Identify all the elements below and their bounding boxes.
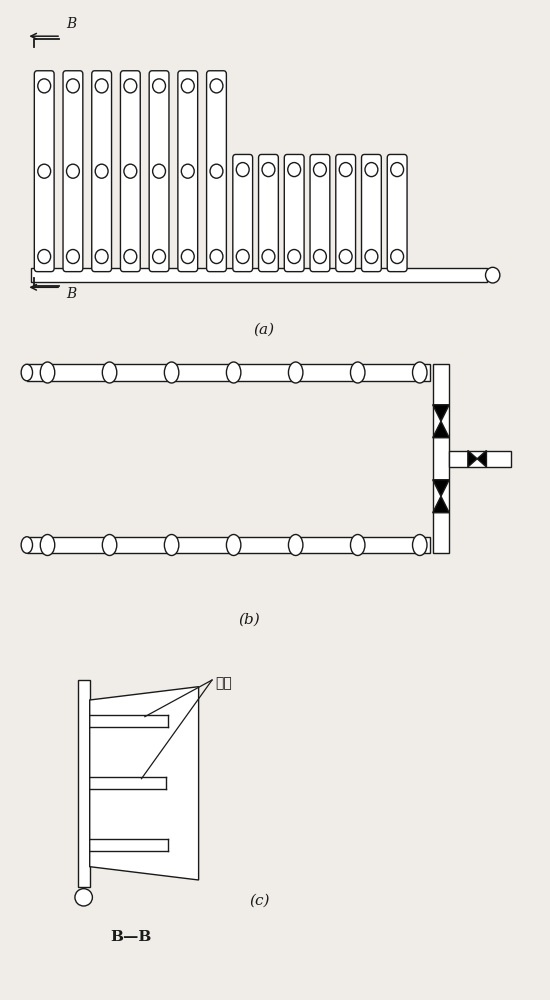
FancyBboxPatch shape <box>149 71 169 272</box>
Circle shape <box>210 164 223 178</box>
Circle shape <box>412 362 427 383</box>
Circle shape <box>262 249 275 264</box>
FancyBboxPatch shape <box>207 71 227 272</box>
Circle shape <box>350 534 365 556</box>
Text: 喂嘴: 喂嘴 <box>216 677 232 691</box>
FancyBboxPatch shape <box>284 154 304 272</box>
Circle shape <box>67 249 79 264</box>
FancyBboxPatch shape <box>433 364 449 553</box>
Circle shape <box>40 534 55 556</box>
FancyBboxPatch shape <box>310 154 330 272</box>
Circle shape <box>67 79 79 93</box>
Circle shape <box>339 249 352 264</box>
Polygon shape <box>468 450 477 467</box>
Circle shape <box>412 534 427 556</box>
Circle shape <box>390 163 404 177</box>
FancyBboxPatch shape <box>258 154 278 272</box>
Text: B: B <box>66 17 76 31</box>
Circle shape <box>153 164 166 178</box>
Polygon shape <box>477 450 486 467</box>
Circle shape <box>164 362 179 383</box>
Circle shape <box>40 362 55 383</box>
Circle shape <box>314 249 326 264</box>
Circle shape <box>38 79 51 93</box>
Circle shape <box>102 362 117 383</box>
Text: (a): (a) <box>254 322 274 336</box>
Circle shape <box>182 249 194 264</box>
Circle shape <box>210 79 223 93</box>
Circle shape <box>153 249 166 264</box>
Circle shape <box>236 249 249 264</box>
FancyBboxPatch shape <box>63 71 83 272</box>
Polygon shape <box>90 687 199 880</box>
Circle shape <box>288 163 301 177</box>
Polygon shape <box>433 496 449 513</box>
Circle shape <box>236 163 249 177</box>
Circle shape <box>350 362 365 383</box>
Circle shape <box>67 164 79 178</box>
Circle shape <box>75 889 92 906</box>
FancyBboxPatch shape <box>449 450 512 467</box>
Circle shape <box>210 249 223 264</box>
Circle shape <box>390 249 404 264</box>
Circle shape <box>124 164 137 178</box>
Text: (b): (b) <box>238 612 260 626</box>
Circle shape <box>227 534 241 556</box>
FancyBboxPatch shape <box>178 71 197 272</box>
Circle shape <box>124 249 137 264</box>
Circle shape <box>365 249 378 264</box>
Circle shape <box>288 534 303 556</box>
Circle shape <box>314 163 326 177</box>
Circle shape <box>95 249 108 264</box>
FancyBboxPatch shape <box>92 71 112 272</box>
Polygon shape <box>433 480 449 496</box>
Circle shape <box>21 364 32 381</box>
FancyBboxPatch shape <box>27 364 430 381</box>
FancyBboxPatch shape <box>361 154 381 272</box>
Circle shape <box>38 249 51 264</box>
Polygon shape <box>433 405 449 421</box>
FancyBboxPatch shape <box>120 71 140 272</box>
Circle shape <box>153 79 166 93</box>
Circle shape <box>38 164 51 178</box>
Circle shape <box>486 267 500 283</box>
Circle shape <box>182 164 194 178</box>
Text: B: B <box>66 287 76 301</box>
FancyBboxPatch shape <box>31 268 487 282</box>
FancyBboxPatch shape <box>336 154 356 272</box>
FancyBboxPatch shape <box>27 537 430 553</box>
Circle shape <box>262 163 275 177</box>
Circle shape <box>339 163 352 177</box>
Circle shape <box>102 534 117 556</box>
Circle shape <box>95 79 108 93</box>
Circle shape <box>288 362 303 383</box>
FancyBboxPatch shape <box>233 154 252 272</box>
Polygon shape <box>433 421 449 438</box>
FancyBboxPatch shape <box>78 680 90 887</box>
FancyBboxPatch shape <box>34 71 54 272</box>
Circle shape <box>365 163 378 177</box>
Text: B—B: B—B <box>111 930 152 944</box>
Circle shape <box>95 164 108 178</box>
Circle shape <box>288 249 301 264</box>
FancyBboxPatch shape <box>387 154 407 272</box>
Circle shape <box>227 362 241 383</box>
Circle shape <box>21 537 32 553</box>
Text: (c): (c) <box>249 893 270 907</box>
Circle shape <box>182 79 194 93</box>
Circle shape <box>164 534 179 556</box>
Circle shape <box>124 79 137 93</box>
